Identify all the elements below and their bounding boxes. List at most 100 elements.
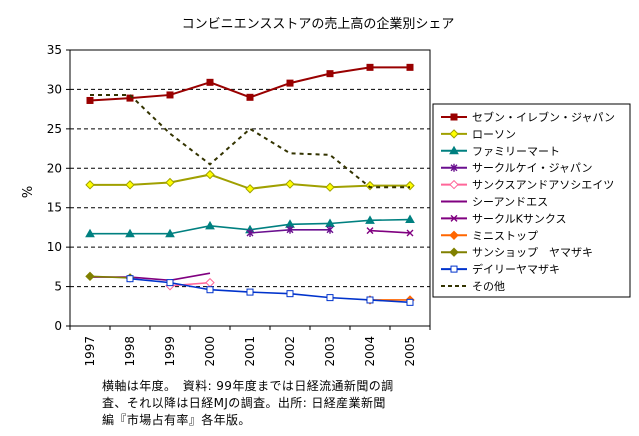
legend-item: サンショップ ヤマザキ <box>441 246 593 259</box>
marker-diamond <box>449 129 459 139</box>
marker-triangle <box>85 228 95 238</box>
marker-star <box>326 225 334 234</box>
y-tick-label: 15 <box>47 201 62 215</box>
legend-label: セブン・イレブン・ジャパン <box>472 110 615 124</box>
y-tick-label: 0 <box>54 319 62 333</box>
note-line-3: 編『市場占有率』各年版。 <box>102 413 251 427</box>
series-line <box>89 275 131 279</box>
y-tick-label: 10 <box>47 240 62 254</box>
marker-square <box>326 294 334 302</box>
legend-item: セブン・イレブン・ジャパン <box>441 110 615 124</box>
marker-star <box>450 163 458 172</box>
x-tick-label: 2003 <box>323 336 337 367</box>
legend-label: その他 <box>472 280 505 293</box>
series-layer <box>85 63 415 306</box>
marker-square <box>366 63 374 71</box>
x-tick-label: 2002 <box>283 336 297 367</box>
marker-square <box>206 286 214 294</box>
legend: セブン・イレブン・ジャパンローソンファミリーマートサークルケイ・ジャパンサンクス… <box>441 110 615 293</box>
marker-square <box>166 279 174 287</box>
marker-square <box>326 70 334 78</box>
legend-label: サンクスアンドアソシエイツ <box>472 179 614 192</box>
x-tick-label: 1999 <box>163 336 177 367</box>
marker-x <box>450 214 458 222</box>
marker-diamond <box>205 169 215 180</box>
series-line <box>129 277 411 304</box>
legend-label: デイリーヤマザキ <box>472 262 560 276</box>
series-10 <box>90 93 410 189</box>
marker-square <box>206 78 214 86</box>
marker-x <box>366 227 374 235</box>
series-0 <box>86 63 414 104</box>
marker-diamond <box>85 271 95 282</box>
marker-diamond <box>449 179 459 190</box>
legend-label: ミニストップ <box>472 229 538 242</box>
y-axis-label: % <box>21 186 36 198</box>
y-tick-label: 25 <box>47 122 62 136</box>
series-9 <box>126 275 414 306</box>
series-3 <box>246 225 334 237</box>
marker-square <box>366 296 374 304</box>
x-tick-label: 1998 <box>123 336 137 367</box>
marker-triangle <box>165 228 175 238</box>
marker-triangle <box>205 220 215 230</box>
marker-square <box>126 275 134 283</box>
series-6 <box>366 227 414 237</box>
note-line-2: 査、それ以降は日経MJの調査。出所: 日経産業新聞 <box>102 396 386 410</box>
legend-label: ローソン <box>472 128 516 141</box>
x-tick-label: 2004 <box>363 336 377 367</box>
legend-item: ミニストップ <box>441 229 538 242</box>
marker-square <box>166 91 174 99</box>
marker-square <box>86 96 94 104</box>
marker-diamond <box>125 180 135 190</box>
legend-label: サンショップ ヤマザキ <box>472 246 593 259</box>
marker-diamond <box>165 177 175 188</box>
legend-item: ローソン <box>441 128 516 141</box>
marker-diamond <box>325 182 335 192</box>
legend-item: デイリーヤマザキ <box>441 262 560 276</box>
marker-diamond <box>245 184 255 194</box>
marker-triangle <box>405 214 415 224</box>
series-1 <box>85 169 415 194</box>
y-tick-label: 5 <box>54 280 62 294</box>
x-tick-label: 2000 <box>203 336 217 367</box>
marker-triangle <box>125 228 135 238</box>
legend-label: サークルKサンクス <box>472 212 567 225</box>
marker-diamond <box>405 180 415 191</box>
marker-square <box>406 63 414 71</box>
marker-square <box>286 79 294 87</box>
marker-diamond <box>285 179 295 189</box>
legend-item: サークルKサンクス <box>441 212 567 225</box>
legend-item: シーアンドエス <box>441 196 548 209</box>
marker-x <box>406 229 414 237</box>
axes: 0 5 10 15 20 25 30 35 1997 1998 1999 2000 2001 2002 20… <box>47 43 431 367</box>
marker-diamond <box>85 180 95 190</box>
marker-square <box>246 288 254 296</box>
y-tick-label: 20 <box>47 161 62 175</box>
chart-title: コンビニエンスストアの売上高の企業別シェア <box>182 16 455 32</box>
y-tick-label: 35 <box>47 43 62 57</box>
series-line <box>369 229 411 234</box>
legend-item: サンクスアンドアソシエイツ <box>441 179 614 192</box>
marker-star <box>246 228 254 237</box>
legend-item: その他 <box>441 280 505 293</box>
x-tick-label: 2005 <box>403 336 417 367</box>
source-note: 横軸は年度。 資料: 99年度までは日経流通新聞の調 査、それ以降は日経MJの調… <box>102 378 422 429</box>
series-line <box>90 93 410 189</box>
grid-lines <box>70 88 430 288</box>
marker-triangle <box>365 215 375 224</box>
marker-square <box>450 113 458 121</box>
legend-label: サークルケイ・ジャパン <box>472 162 592 175</box>
marker-square <box>450 265 458 273</box>
marker-square <box>406 298 414 306</box>
marker-diamond <box>449 247 459 257</box>
marker-star <box>286 225 294 234</box>
legend-item: ファミリーマート <box>441 145 560 158</box>
series-line <box>169 281 211 287</box>
x-tick-label: 2001 <box>243 336 257 367</box>
legend-label: ファミリーマート <box>472 145 560 158</box>
legend-item: サークルケイ・ジャパン <box>441 162 592 175</box>
marker-square <box>246 93 254 101</box>
marker-triangle <box>449 145 459 155</box>
